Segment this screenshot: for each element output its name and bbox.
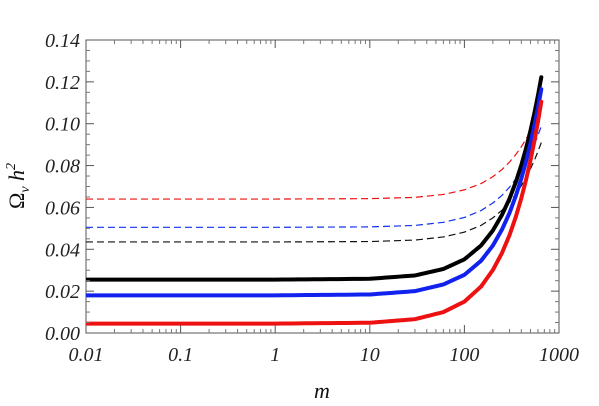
- x-tick-label: 10: [360, 344, 380, 366]
- series-line-4: [86, 75, 544, 282]
- x-tick-label: 100: [449, 344, 479, 366]
- y-tick-label: 0.10: [45, 114, 80, 136]
- x-tick-label: 0.1: [168, 344, 193, 366]
- y-tick-label: 0.14: [45, 30, 80, 52]
- series-line-1: [86, 106, 542, 200]
- series-line-6: [86, 99, 544, 326]
- y-tick-label: 0.12: [45, 72, 80, 94]
- plot-frame: [85, 39, 560, 334]
- x-axis-label: m: [314, 378, 330, 403]
- y-tick-label: 0.00: [45, 323, 80, 345]
- x-tick-label: 1: [270, 344, 280, 366]
- x-tick-label: 1000: [539, 344, 579, 366]
- series-line-5: [86, 87, 544, 298]
- series-layer: [86, 75, 544, 326]
- y-axis-label: Ων h2: [4, 163, 33, 209]
- y-tick-label: 0.02: [45, 281, 80, 303]
- y-tick-label: 0.08: [45, 156, 80, 178]
- y-tick-label: 0.06: [45, 197, 80, 219]
- series-line-2: [86, 126, 542, 228]
- x-tick-label: 0.01: [69, 344, 104, 366]
- ticks-layer: 0.01 0.1 1 10 100 1000 0.00 0.02 0.04 0.06 0.08 0.1…: [45, 30, 579, 366]
- y-tick-label: 0.04: [45, 239, 80, 261]
